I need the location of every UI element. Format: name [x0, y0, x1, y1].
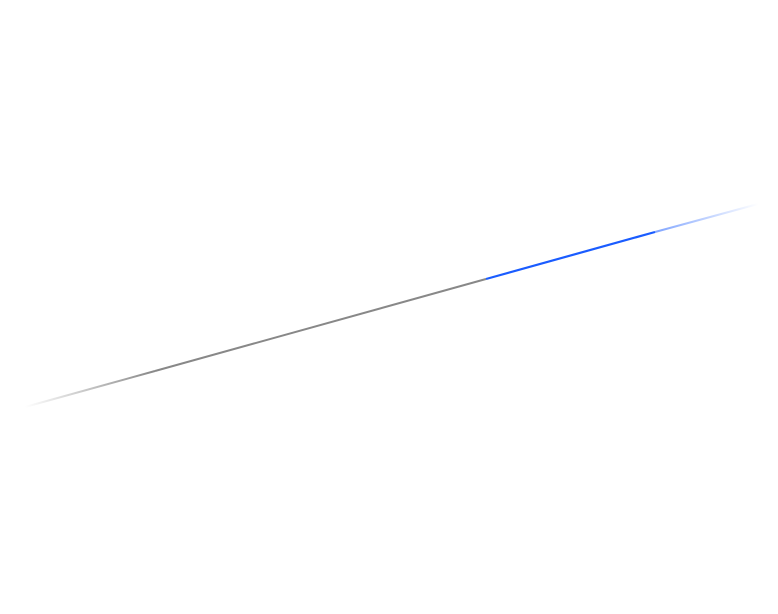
line-segment-blue [485, 230, 656, 281]
line-fade-left [24, 370, 156, 408]
line-fade-right [654, 203, 759, 233]
line-segment-gray [154, 278, 487, 372]
